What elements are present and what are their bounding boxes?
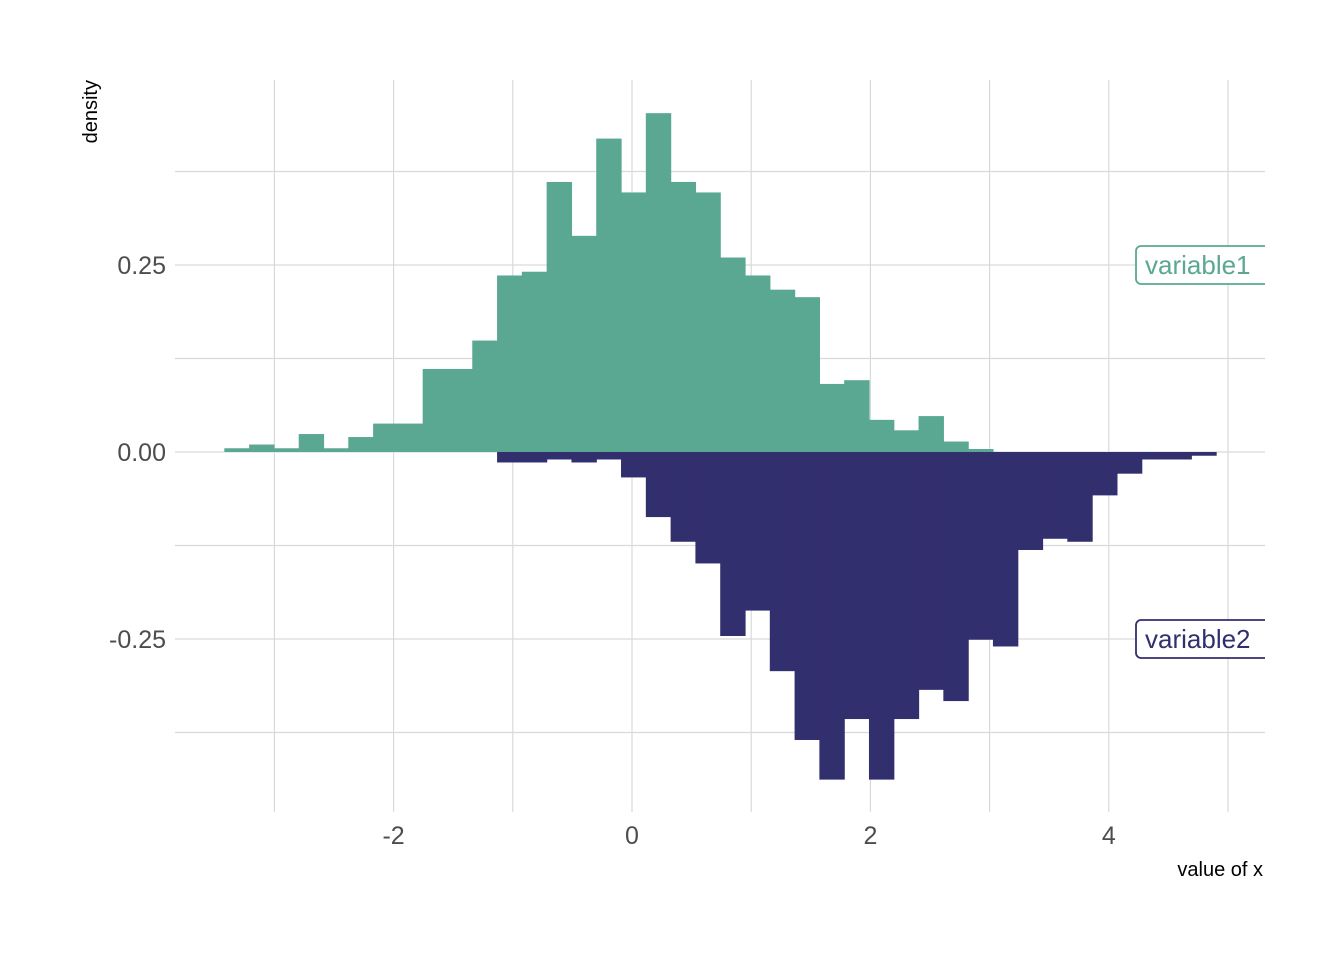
bar-variable1-10 — [472, 340, 498, 452]
series-label-box — [1135, 619, 1265, 659]
bar-variable1-24 — [819, 383, 845, 452]
bar-variable2-20 — [992, 452, 1019, 647]
bar-variable1-17 — [645, 113, 672, 452]
x-tick-label: 4 — [1102, 822, 1116, 850]
bar-variable1-7 — [397, 423, 424, 452]
bar-variable1-2 — [273, 448, 300, 452]
bar-variable2-2 — [546, 452, 573, 460]
series-label-box — [1135, 245, 1265, 285]
x-tick-label: 0 — [625, 822, 639, 850]
bar-variable1-12 — [521, 271, 548, 452]
series-label-variable1: variable1 — [1135, 245, 1265, 285]
bar-variable2-26 — [1141, 452, 1168, 460]
bar-variable2-16 — [893, 452, 920, 720]
bar-variable1-1 — [249, 444, 275, 452]
bar-variable2-5 — [621, 452, 647, 478]
bar-variable1-26 — [868, 419, 895, 452]
bar-variable2-7 — [670, 452, 697, 542]
bar-variable1-15 — [596, 138, 622, 452]
bar-variable1-6 — [373, 423, 399, 452]
bar-variable1-13 — [546, 181, 573, 452]
bar-variable1-5 — [348, 437, 374, 452]
bar-variable1-8 — [422, 368, 449, 452]
bar-variable2-8 — [695, 452, 721, 564]
bar-variable1-4 — [323, 448, 349, 452]
bar-variable1-21 — [745, 275, 771, 452]
bar-variable2-1 — [521, 452, 548, 463]
bar-variable2-6 — [645, 452, 672, 518]
bar-variable1-23 — [794, 297, 820, 452]
bar-variable2-28 — [1191, 452, 1217, 456]
bar-variable2-17 — [918, 452, 944, 690]
series-labels: variable1 variable2 — [1135, 245, 1265, 659]
y-axis-title: density — [80, 80, 102, 143]
series-label-text: variable1 — [1145, 250, 1251, 280]
bar-variable2-3 — [571, 452, 597, 463]
bar-variable1-27 — [893, 430, 920, 452]
bar-variable1-19 — [695, 192, 721, 452]
y-tick-label: 0.00 — [117, 439, 166, 467]
bar-variable2-25 — [1116, 452, 1143, 474]
x-tick-label: -2 — [382, 822, 404, 850]
bar-variable1-11 — [497, 275, 523, 452]
bar-variable2-23 — [1067, 452, 1093, 542]
bar-variable2-18 — [943, 452, 969, 702]
bar-variable1-14 — [571, 235, 597, 452]
bar-variable1-9 — [447, 368, 473, 452]
bar-variable2-14 — [844, 452, 870, 720]
bar-variable2-0 — [497, 452, 523, 463]
bar-variable1-25 — [844, 380, 870, 452]
bar-variable2-12 — [794, 452, 820, 740]
bar-variable2-27 — [1166, 452, 1192, 460]
bar-variable2-15 — [868, 452, 895, 780]
bar-variable1-3 — [298, 434, 325, 452]
x-tick-label: 2 — [863, 822, 877, 850]
bar-variable2-21 — [1017, 452, 1044, 550]
bar-variable1-29 — [943, 441, 969, 452]
tick-labels: -2 0 2 4 -0.25 0.00 0.25 — [109, 252, 1116, 850]
bar-variable1-20 — [720, 257, 746, 452]
series-label-variable2: variable2 — [1135, 619, 1265, 659]
bars — [224, 113, 1217, 780]
bar-variable2-10 — [745, 452, 771, 611]
bar-variable2-9 — [720, 452, 746, 637]
bar-variable1-22 — [769, 289, 796, 452]
bar-variable1-18 — [670, 181, 697, 452]
bar-variable2-4 — [596, 452, 622, 460]
x-axis-title: value of x — [1177, 859, 1263, 881]
y-tick-label: 0.25 — [117, 252, 166, 280]
y-tick-label: -0.25 — [109, 626, 166, 654]
bar-variable2-22 — [1042, 452, 1068, 539]
bar-variable2-11 — [769, 452, 796, 672]
bar-variable1-16 — [621, 192, 647, 452]
bar-variable2-19 — [968, 452, 994, 640]
bar-variable2-13 — [819, 452, 845, 780]
bar-variable1-28 — [918, 416, 944, 452]
bar-variable2-24 — [1092, 452, 1118, 496]
bar-variable1-30 — [968, 449, 994, 452]
bar-variable1-0 — [224, 448, 250, 452]
series-label-text: variable2 — [1145, 624, 1251, 654]
